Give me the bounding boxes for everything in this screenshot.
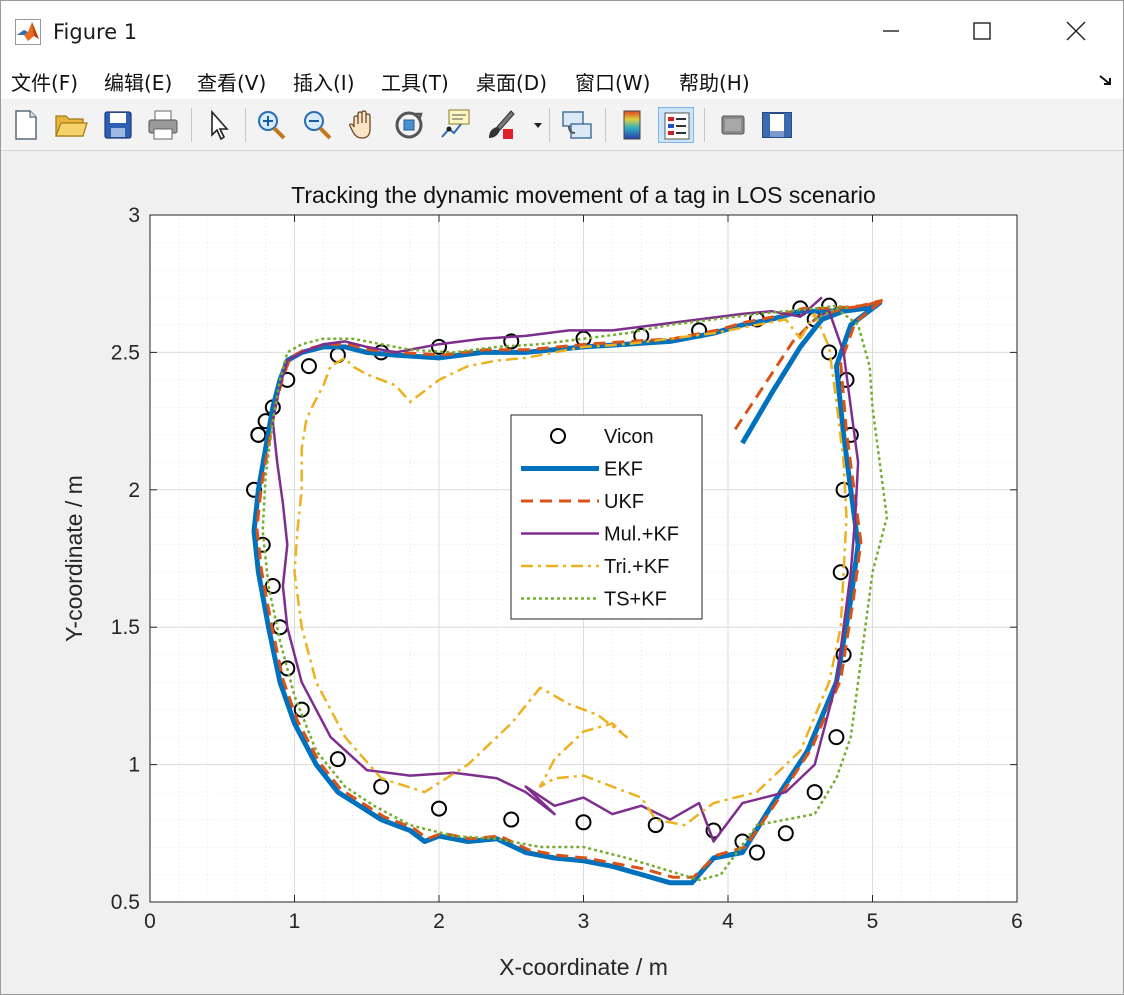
legend-label: Mul.+KF (604, 524, 679, 546)
close-button[interactable] (1031, 1, 1121, 61)
menu-desktop[interactable]: 桌面(D) (476, 71, 548, 95)
legend-icon[interactable] (658, 107, 694, 143)
x-tick-label: 3 (578, 910, 590, 933)
zoom-out-icon[interactable] (300, 107, 336, 143)
brush-dropdown-icon[interactable] (533, 122, 543, 130)
vicon-point (431, 338, 447, 355)
show-plot-tools-icon[interactable] (759, 107, 795, 143)
x-tick-label: 6 (1011, 910, 1023, 933)
x-axis-label: X-coordinate / m (499, 954, 668, 980)
menu-file[interactable]: 文件(F) (11, 71, 79, 95)
window-title: Figure 1 (53, 20, 138, 44)
vicon-point (503, 811, 520, 828)
x-tick-label: 0 (144, 910, 156, 933)
x-tick-label: 5 (867, 910, 879, 933)
colorbar-icon[interactable] (614, 107, 650, 143)
x-tick-label: 1 (289, 910, 301, 933)
menu-edit[interactable]: 编辑(E) (104, 71, 173, 95)
chart-title: Tracking the dynamic movement of a tag i… (291, 182, 876, 208)
data-cursor-icon[interactable] (437, 107, 473, 143)
series-line (261, 304, 889, 882)
brush-icon[interactable] (483, 107, 519, 143)
toolbar-separator (245, 108, 246, 142)
menu-insert[interactable]: 插入(I) (293, 71, 355, 95)
pointer-icon[interactable] (201, 107, 237, 143)
vicon-point (647, 817, 664, 834)
vicon-point (806, 784, 823, 801)
vicon-point (821, 344, 838, 361)
x-tick-label: 4 (722, 910, 734, 933)
menu-bar: 文件(F) 编辑(E) 查看(V) 插入(I) 工具(T) 桌面(D) 窗口(W… (1, 61, 1123, 99)
save-icon[interactable] (100, 107, 136, 143)
legend-label: TS+KF (604, 589, 667, 611)
vicon-point (832, 564, 849, 581)
menu-tools[interactable]: 工具(T) (381, 71, 449, 95)
y-tick-label: 2 (128, 479, 140, 502)
vicon-point (503, 333, 520, 350)
y-tick-label: 1 (128, 754, 140, 777)
menu-view[interactable]: 查看(V) (197, 71, 267, 95)
toolbar-separator (605, 108, 606, 142)
maximize-button[interactable] (937, 1, 1027, 61)
legend-label: EKF (604, 459, 643, 481)
toolbar-separator (549, 108, 550, 142)
y-tick-label: 2.5 (111, 341, 140, 364)
vicon-point (246, 481, 263, 498)
close-icon (1066, 21, 1086, 41)
legend-box (510, 414, 703, 620)
series-line (251, 300, 883, 886)
toolbar-separator (191, 108, 192, 142)
minimize-icon (883, 30, 899, 32)
vicon-point (828, 729, 845, 746)
new-figure-icon[interactable] (8, 107, 44, 143)
maximize-icon (973, 22, 991, 40)
figure-canvas: 0 1 2 3 4 5 6 0.5 1 1.5 2 2.5 3 Tracking the dynamic … (6, 152, 1119, 990)
x-tick-label: 2 (433, 910, 445, 933)
vicon-point (748, 844, 765, 861)
legend-label: Tri.+KF (604, 556, 669, 578)
dock-arrow-icon[interactable] (1098, 73, 1114, 89)
vicon-point (777, 825, 794, 842)
vicon-point (329, 751, 346, 768)
series-line (271, 296, 860, 843)
zoom-in-icon[interactable] (254, 107, 290, 143)
hide-plot-tools-icon[interactable] (715, 107, 751, 143)
matlab-logo-icon (15, 19, 41, 45)
vicon-point (431, 800, 447, 817)
series-ekf (251, 300, 883, 886)
rotate-3d-icon[interactable] (391, 107, 427, 143)
series-line (293, 312, 848, 827)
link-plot-icon[interactable] (559, 107, 595, 143)
y-tick-label: 1.5 (111, 616, 140, 639)
menu-help[interactable]: 帮助(H) (679, 71, 750, 95)
series-ts-kf (261, 304, 889, 882)
y-tick-label: 0.5 (111, 891, 140, 914)
minimize-button[interactable] (846, 1, 936, 61)
vicon-point (575, 814, 592, 831)
series-tri-kf (293, 312, 848, 827)
legend-label: UKF (604, 491, 644, 513)
vicon-point (300, 358, 317, 375)
legend-label: Vicon (604, 426, 654, 448)
vicon-point (250, 426, 267, 443)
y-axis-label: Y-coordinate / m (61, 475, 87, 642)
y-tick-label: 3 (128, 204, 140, 227)
title-bar: Figure 1 (1, 1, 1123, 61)
figure-toolbar (1, 100, 1123, 151)
open-folder-icon[interactable] (53, 107, 89, 143)
menu-window[interactable]: 窗口(W) (575, 71, 651, 95)
toolbar-separator (704, 108, 705, 142)
legend: Vicon EKF UKF Mul.+KF Tri.+KF TS+KF (510, 414, 703, 620)
series-mul-kf (271, 296, 860, 843)
print-icon[interactable] (145, 107, 181, 143)
legend-marker (550, 428, 566, 444)
pan-hand-icon[interactable] (345, 107, 381, 143)
trajectory-plot[interactable]: 0 1 2 3 4 5 6 0.5 1 1.5 2 2.5 3 Tracking the dynamic … (6, 152, 1119, 990)
